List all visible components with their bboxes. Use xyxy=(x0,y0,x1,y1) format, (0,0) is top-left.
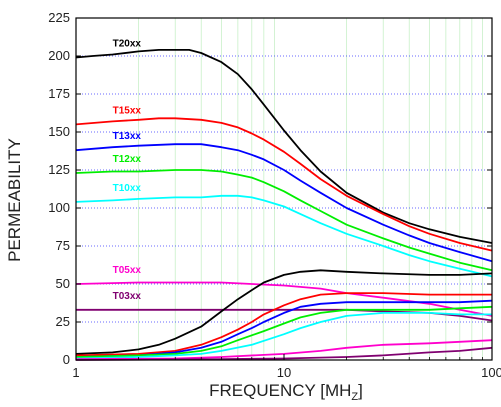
y-tick-label: 125 xyxy=(48,162,70,177)
x-axis-title-subscript: Z xyxy=(351,391,358,403)
series-line-t05xx xyxy=(75,281,493,317)
y-tick-label: 150 xyxy=(48,124,70,139)
series-line-t10xx xyxy=(75,194,493,278)
series-line-imaginary xyxy=(75,312,492,360)
y-tick-label: 200 xyxy=(48,48,70,63)
series-line-t15xx xyxy=(75,117,493,252)
label-layer: T20xx T15xx T13xx T12xx T10xx T05xx T03xx xyxy=(113,39,142,302)
y-tick-label: 50 xyxy=(56,276,70,291)
series-line-t20xx xyxy=(75,49,493,244)
y-tick-label: 75 xyxy=(56,238,70,253)
series-layer xyxy=(75,49,493,361)
series-line-imaginary xyxy=(75,292,492,357)
tick-layer: 0 25 50 75 100 125 150 175 200 225 1 10 100 xyxy=(48,10,501,380)
series-line-imaginary xyxy=(75,269,493,355)
x-tick-label: 100 xyxy=(481,365,501,380)
y-tick-label: 0 xyxy=(63,352,70,367)
series-line-imaginary xyxy=(75,299,493,358)
series-line-imaginary xyxy=(75,346,493,361)
series-label-t03xx: T03xx xyxy=(113,291,142,302)
series-label-t20xx: T20xx xyxy=(113,39,142,50)
x-tick-label: 1 xyxy=(72,365,79,380)
series-label-t10xx: T10xx xyxy=(113,183,142,194)
series-line-imaginary xyxy=(75,339,493,361)
series-line-imaginary xyxy=(75,305,493,358)
y-tick-label: 225 xyxy=(48,10,70,25)
series-label-t05xx: T05xx xyxy=(113,265,142,276)
x-axis-title-close: ] xyxy=(358,381,363,400)
x-axis-title: FREQUENCY [MHZ] xyxy=(209,381,363,403)
series-label-t12xx: T12xx xyxy=(113,154,142,165)
y-axis-title: PERMEABILITY xyxy=(5,138,24,262)
y-tick-label: 175 xyxy=(48,86,70,101)
series-label-t13xx: T13xx xyxy=(113,131,142,142)
y-tick-label: 100 xyxy=(48,200,70,215)
y-tick-label: 25 xyxy=(56,314,70,329)
x-tick-label: 10 xyxy=(277,365,291,380)
series-label-t15xx: T15xx xyxy=(113,105,142,116)
series-line-t13xx xyxy=(75,143,493,263)
series-line-t12xx xyxy=(75,169,493,272)
